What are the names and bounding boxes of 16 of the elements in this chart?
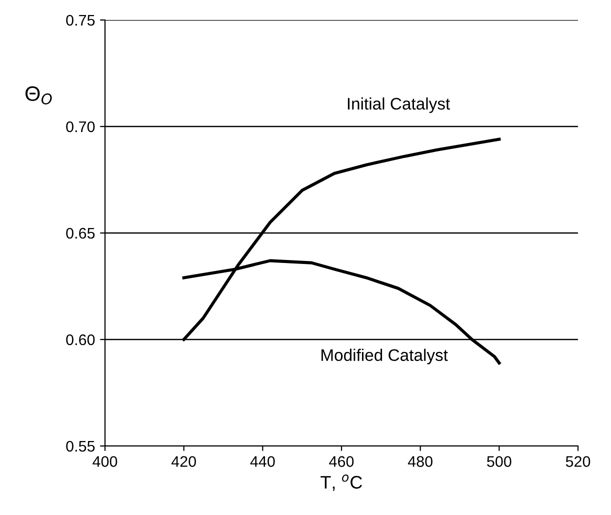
y-tick-label: 0.60 [66, 334, 95, 346]
y-axis-title: Θ$_{O}$ [25, 86, 52, 104]
x-tick-label: 480 [408, 456, 432, 467]
x-tick-label: 520 [566, 456, 590, 467]
y-tick-label: 0.55 [66, 440, 95, 452]
x-tick-label: 460 [329, 456, 354, 467]
y-tick-label: 0.70 [66, 121, 95, 132]
x-tick-label: 420 [171, 456, 196, 467]
annotation: Modified Catalyst [322, 348, 448, 364]
x-tick-label: 500 [487, 456, 512, 467]
x-axis-title: T, $^{o}$C [320, 474, 362, 491]
y-tick-label: 0.65 [66, 228, 95, 239]
annotation: Initial Catalyst [348, 97, 450, 113]
x-tick-label: 400 [92, 456, 118, 467]
x-tick-label: 440 [250, 456, 275, 467]
y-tick-label: 0.75 [66, 14, 95, 26]
